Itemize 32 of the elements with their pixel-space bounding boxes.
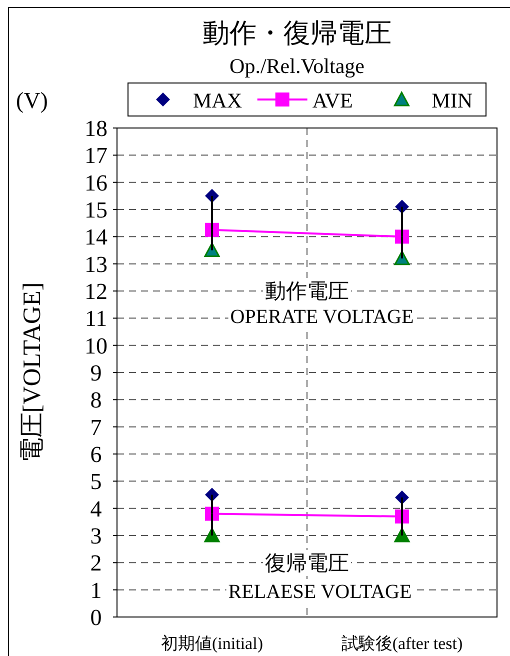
annotation: RELAESE VOLTAGE [228,581,412,603]
y-tick-label: 18 [84,116,108,141]
y-tick-label: 13 [84,252,108,277]
legend-label: MIN [432,88,473,112]
x-tick-label: 初期値(initial) [161,634,263,653]
y-tick-label: 12 [84,279,108,304]
y-tick-label: 7 [90,414,102,440]
y-tick-label: 11 [84,306,108,332]
y-tick-label: 15 [84,198,108,222]
y-tick-label: 10 [84,333,108,358]
y-tick-label: 17 [84,143,108,168]
annotation: 動作電圧 [265,279,349,303]
text: (V) [16,88,48,113]
y-tick-label: 6 [90,442,102,467]
y-tick-label: 1 [90,578,102,603]
legend-label: AVE [312,88,353,112]
y-tick-label: 0 [90,605,102,630]
y-tick-label: 3 [90,524,102,548]
chart-subtitle: Op./Rel.Voltage [230,54,364,78]
y-tick-label: 2 [90,550,102,576]
y-tick-label: 9 [90,360,102,386]
x-tick-label: 試験後(after test) [341,634,463,653]
y-tick-label: 4 [90,496,102,522]
annotation: 復帰電圧 [265,551,349,575]
y-tick-label: 8 [90,388,102,413]
y-tick-label: 5 [90,469,102,494]
legend-label: MAX [193,88,242,112]
chart-title: 動作・復帰電圧 [202,18,392,48]
annotation: OPERATE VOLTAGE [230,306,414,328]
y-tick-label: 14 [84,224,108,250]
y-tick-label: 16 [84,170,108,196]
y-axis-title: 電圧[VOLTAGE] [19,282,46,463]
